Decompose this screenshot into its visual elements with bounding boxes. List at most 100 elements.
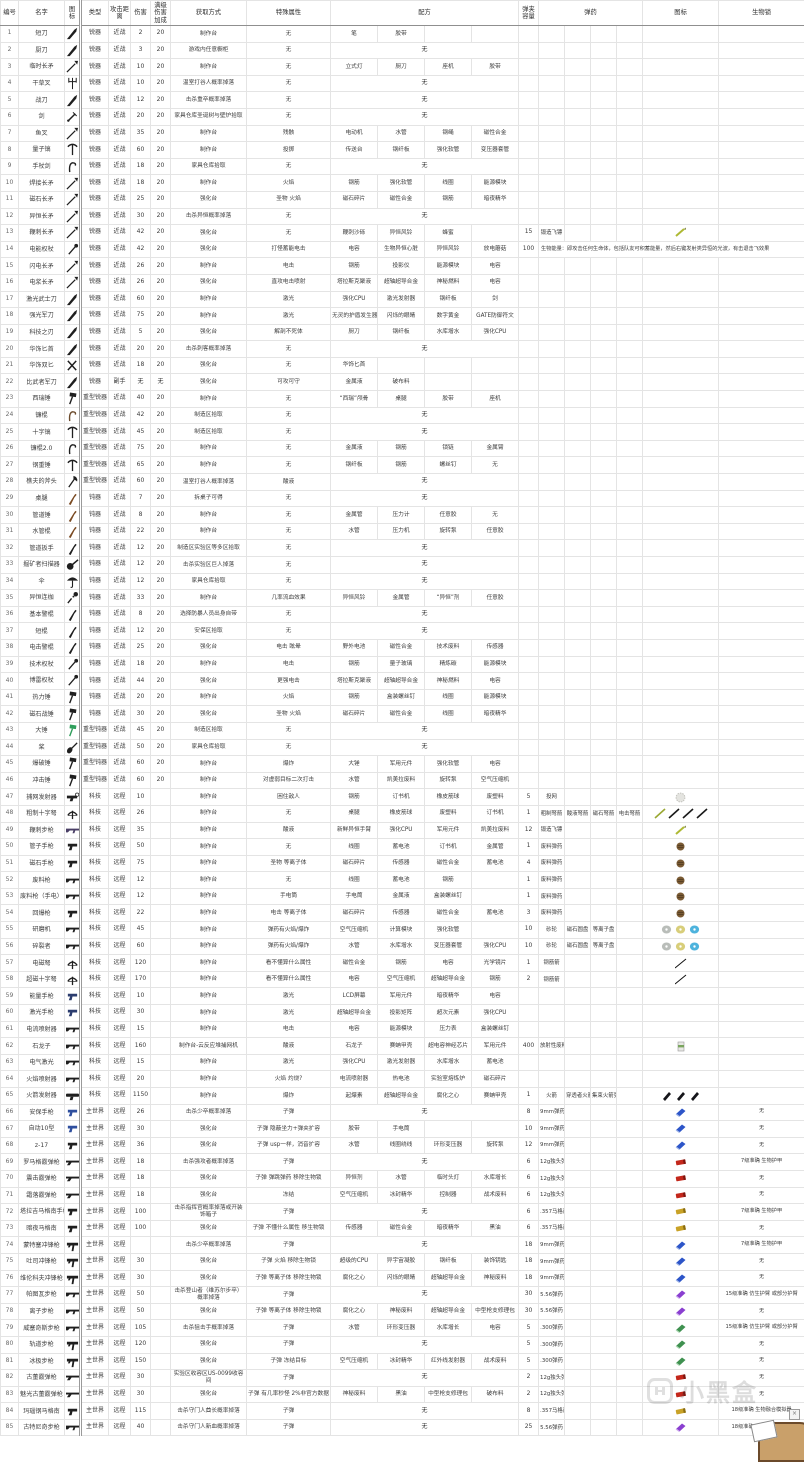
obtain-method: 击杀少卒概率掉落 [171,1104,247,1121]
damage-value: 65 [131,457,151,474]
recipe-item: “西瑞”颅骨 [331,391,378,408]
obtain-method: 击杀异恒概率掉落 [171,208,247,225]
recipe-item: 手电筒 [378,1121,425,1138]
bio-lock [719,490,804,507]
ammo-type: 钢筋箭 [539,955,565,972]
bio-lock: 无 [719,1336,804,1353]
weapon-name: 罗马格霰弹枪 [19,1154,65,1171]
weapon-type: 锐器 [81,26,109,43]
attack-range: 近战 [109,125,131,142]
weapon-name: 电气激光 [19,1054,65,1071]
obtain-method: 强化台 [171,639,247,656]
weapon-type: 主世界 [81,1303,109,1320]
attack-range: 近战 [109,722,131,739]
special-attribute: 无 [247,357,331,374]
ammo-type [539,175,565,192]
obtain-method: 制作台 [171,789,247,806]
row-number: 58 [1,971,19,988]
column-header: 弹夹容量 [519,1,539,26]
magazine-capacity [519,590,539,607]
weapon-type: 科技 [81,872,109,889]
ammo-type [539,523,565,540]
recipe-none: 无 [331,573,519,590]
ammo-type [565,42,591,59]
row-number: 77 [1,1287,19,1304]
obtain-method: 击杀强攻者概率掉落 [171,1154,247,1171]
ammo-type [591,1104,617,1121]
obtain-method: 击杀守门人酋长概率掉落 [171,1403,247,1420]
weapon-type: 主世界 [81,1237,109,1254]
knife-weapon-icon [65,42,81,59]
special-attribute: 无 [247,872,331,889]
ammo-type [565,26,591,43]
recipe-item: 水管 [331,1137,378,1154]
max-level-damage-bonus [151,1370,171,1387]
damage-value: 45 [131,424,151,441]
ammo-type [565,75,591,92]
row-number: 66 [1,1104,19,1121]
recipe-item: 异恒风铃 [425,241,472,258]
damage-value: 60 [131,756,151,773]
weapon-name: 磁石长矛 [19,191,65,208]
damage-value: 20 [131,1071,151,1088]
ammo-icons [643,324,719,341]
weapon-name: 电浆长矛 [19,274,65,291]
obtain-method: 制作台 [171,258,247,275]
recipe-item: 空气压缩机 [331,922,378,939]
row-number: 23 [1,391,19,408]
ammo-type [565,357,591,374]
ammo-type [617,258,643,275]
recipe-item: 立式灯 [331,59,378,76]
bio-lock [719,623,804,640]
weapon-name: 帕图瓦步枪 [19,1287,65,1304]
attack-range: 近战 [109,706,131,723]
damage-value: 50 [131,839,151,856]
damage-value: 15 [131,1054,151,1071]
ammo-icons [643,258,719,275]
recipe-item: 军用元件 [425,822,472,839]
magazine-capacity [519,274,539,291]
attack-range: 近战 [109,523,131,540]
obtain-method: 家具仓库拾取 [171,158,247,175]
ammo-type [565,855,591,872]
recipe-item: 电容 [331,241,378,258]
special-attribute: 子弹 冻结目标 [247,1353,331,1370]
row-number: 28 [1,474,19,491]
damage-value: 30 [131,1005,151,1022]
weapon-type: 主世界 [81,1403,109,1420]
rifle-weapon-icon [65,1071,81,1088]
magazine-capacity [519,191,539,208]
bio-lock [719,805,804,822]
special-attribute: 火焰 灼烧? [247,1071,331,1088]
ammo-icons [643,1336,719,1353]
weapon-name: 桌腿 [19,490,65,507]
recipe-item: 电容 [472,258,519,275]
obtain-method: 制作台 [171,1021,247,1038]
max-level-damage-bonus: 20 [151,142,171,159]
damage-value: 2 [131,26,151,43]
recipe-item: 能源模块 [472,175,519,192]
ammo-type [539,623,565,640]
ammo-type [617,391,643,408]
recipe-item: 华饰匕首 [331,357,378,374]
obtain-method: 制作台 [171,822,247,839]
ammo-type [565,1353,591,1370]
knife-weapon-icon [65,341,81,358]
special-attribute: 无 [247,407,331,424]
damage-value: 160 [131,1038,151,1055]
ammo-type [539,557,565,574]
magazine-capacity [519,1005,539,1022]
row-number: 33 [1,557,19,574]
recipe-item: 钢绳 [425,125,472,142]
row-number: 36 [1,606,19,623]
ammo-type [591,1419,617,1436]
recipe-item: 凯美拉废料 [378,772,425,789]
recipe-item: 精炼碳 [425,656,472,673]
ammo-note: 生物能量：即攻击任何生命体，包括队友可积蓄能量，然后右键发射类异恒的光波，有击退… [539,241,804,258]
damage-value: 12 [131,888,151,905]
special-attribute: 无 [247,606,331,623]
